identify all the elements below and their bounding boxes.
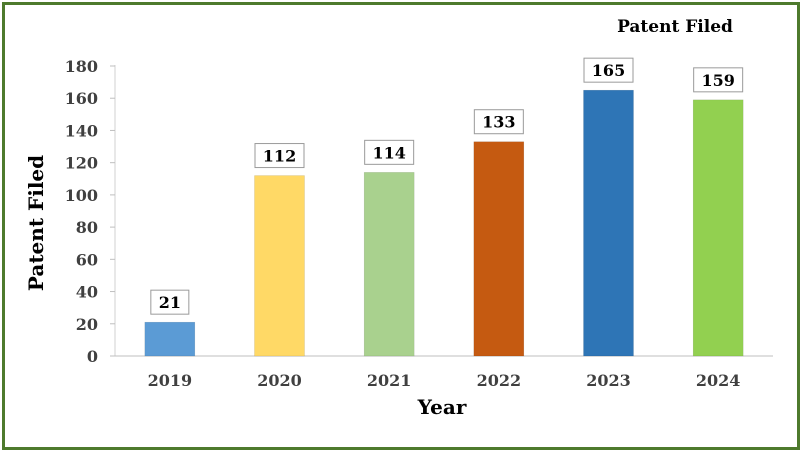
y-tick-label: 20 <box>76 315 98 334</box>
x-tick-label: 2021 <box>367 371 412 390</box>
data-label-box <box>583 57 634 83</box>
x-tick-label: 2020 <box>257 371 302 390</box>
y-tick-label: 160 <box>65 89 98 108</box>
x-axis-title: Year <box>417 395 467 419</box>
data-label: 112 <box>263 147 296 166</box>
bar-2020 <box>254 175 305 357</box>
bar-2022 <box>473 141 525 357</box>
bar-2019 <box>144 321 196 357</box>
y-tick-label: 60 <box>76 250 98 269</box>
data-label: 159 <box>701 71 734 90</box>
y-tick-label: 100 <box>65 186 98 205</box>
data-label-box <box>693 67 744 93</box>
data-label: 133 <box>482 113 515 132</box>
y-tick-label: 0 <box>87 347 98 366</box>
bar-2023 <box>583 89 634 357</box>
x-tick-group: 2019 2020 2021 2022 2023 2024 <box>148 371 741 390</box>
data-label-box <box>364 139 415 165</box>
y-tick-label: 180 <box>65 57 98 76</box>
x-tick-label: 2023 <box>586 371 631 390</box>
data-label: 114 <box>372 143 405 162</box>
x-tick-label: 2022 <box>477 371 522 390</box>
y-tick-label: 80 <box>76 218 98 237</box>
data-label-box <box>150 289 190 315</box>
x-tick-label: 2019 <box>148 371 193 390</box>
bar-2021 <box>363 172 415 357</box>
y-axis-title: Patent Filed <box>24 155 48 291</box>
data-label: 21 <box>159 293 181 312</box>
y-tick-label: 120 <box>65 154 98 173</box>
bar-group <box>144 89 744 357</box>
x-tick-label: 2024 <box>696 371 741 390</box>
data-label-group: 21 112 114 133 165 159 <box>150 57 744 315</box>
bar-2024 <box>692 99 744 357</box>
data-label-box <box>473 109 524 135</box>
data-label-box <box>254 143 305 169</box>
y-tick-group: 0 20 40 60 80 100 120 140 160 180 <box>65 57 115 366</box>
chart-title: Patent Filed <box>617 17 733 37</box>
y-tick-label: 40 <box>76 283 98 302</box>
data-label: 165 <box>592 61 625 80</box>
y-tick-label: 140 <box>65 121 98 140</box>
